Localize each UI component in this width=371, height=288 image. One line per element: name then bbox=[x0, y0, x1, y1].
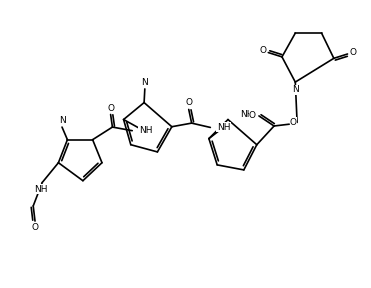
Text: O: O bbox=[259, 46, 266, 55]
Text: O: O bbox=[32, 223, 39, 232]
Text: N: N bbox=[292, 86, 299, 94]
Text: NH: NH bbox=[240, 110, 254, 119]
Text: O: O bbox=[349, 48, 357, 57]
Text: N: N bbox=[141, 78, 148, 87]
Text: O: O bbox=[249, 111, 256, 120]
Text: O: O bbox=[290, 118, 297, 127]
Text: O: O bbox=[186, 98, 193, 107]
Text: NH: NH bbox=[217, 123, 230, 132]
Text: N: N bbox=[59, 116, 65, 126]
Text: NH: NH bbox=[34, 185, 47, 194]
Text: NH: NH bbox=[139, 126, 152, 135]
Text: O: O bbox=[107, 103, 114, 113]
